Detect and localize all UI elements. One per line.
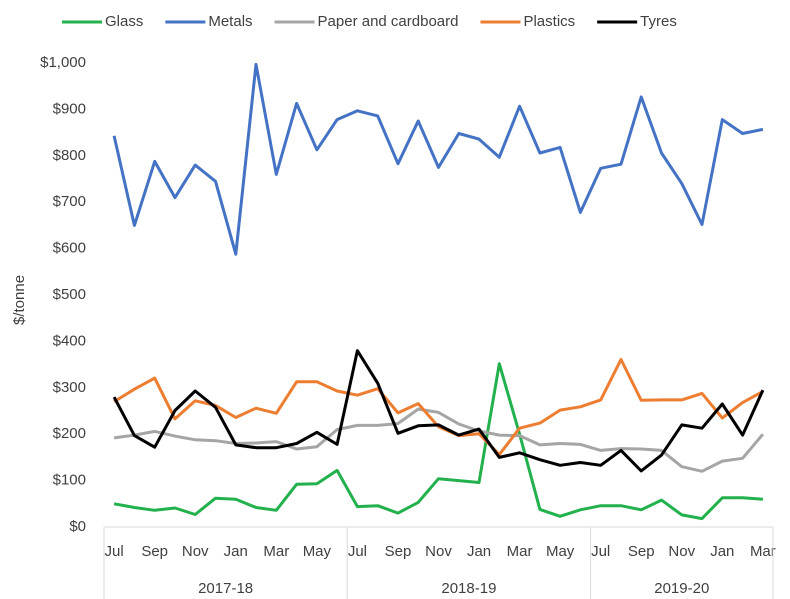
legend-label: Tyres — [640, 13, 677, 30]
x-tick-label: Mar — [750, 543, 776, 560]
series-line — [113, 362, 764, 521]
y-tick-label: $100 — [53, 472, 86, 489]
y-tick-label: $0 — [69, 518, 86, 535]
x-tick-label: Nov — [182, 543, 209, 560]
series-line — [112, 349, 765, 473]
y-tick-label: $200 — [53, 425, 86, 442]
x-tick-label: Nov — [425, 543, 452, 560]
y-tick-label: $500 — [53, 286, 86, 303]
y-tick-label: $600 — [53, 240, 86, 257]
legend-label: Paper and cardboard — [318, 13, 459, 30]
x-tick-label: Jul — [348, 543, 367, 560]
x-tick-label: May — [303, 543, 332, 560]
series-line — [113, 358, 764, 457]
x-tick-label: Nov — [668, 543, 695, 560]
y-tick-label: $400 — [53, 332, 86, 349]
x-tick-label: Jan — [467, 543, 491, 560]
x-tick-label: Sep — [628, 543, 655, 560]
group-label: 2019-20 — [654, 580, 709, 597]
legend-label: Metals — [208, 13, 252, 30]
x-tick-label: Mar — [263, 543, 289, 560]
series-line — [113, 407, 765, 473]
x-tick-label: Sep — [141, 543, 168, 560]
legend-label: Plastics — [523, 13, 575, 30]
y-axis-label: $/tonne — [11, 275, 28, 325]
group-label: 2017-18 — [198, 580, 253, 597]
series-line — [112, 62, 764, 256]
x-tick-label: Jan — [224, 543, 248, 560]
y-tick-label: $300 — [53, 379, 86, 396]
group-label: 2018-19 — [441, 580, 496, 597]
x-tick-label: Jan — [710, 543, 734, 560]
y-tick-label: $1,000 — [40, 54, 86, 71]
legend-label: Glass — [105, 13, 143, 30]
y-tick-label: $900 — [53, 100, 86, 117]
x-tick-label: May — [546, 543, 575, 560]
x-tick-label: Sep — [385, 543, 412, 560]
x-tick-label: Jul — [591, 543, 610, 560]
x-tick-label: Jul — [105, 543, 124, 560]
x-tick-label: Mar — [507, 543, 533, 560]
y-tick-label: $800 — [53, 147, 86, 164]
y-tick-label: $700 — [53, 193, 86, 210]
